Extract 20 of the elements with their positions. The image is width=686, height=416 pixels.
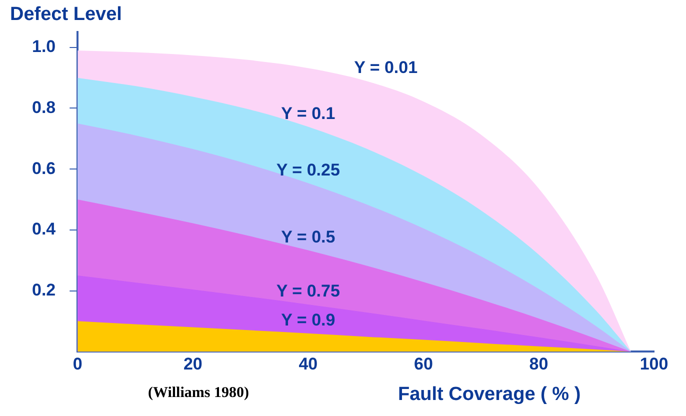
series-label: Y = 0.01 — [354, 58, 418, 78]
y-tick-label: 0.8 — [32, 98, 56, 117]
x-tick-label: 40 — [298, 354, 318, 374]
x-tick-label: 60 — [414, 354, 433, 374]
series-label: Y = 0.25 — [276, 160, 340, 180]
text: (Williams 1980) — [148, 385, 249, 402]
series-label: Y = 0.5 — [281, 227, 336, 246]
x-tick-label: 0 — [72, 354, 82, 374]
series-label: Y = 0.75 — [276, 282, 340, 301]
series-label: Y = 0.9 — [281, 310, 336, 330]
y-tick-label: 0.6 — [32, 158, 56, 178]
series-label: Y = 0.1 — [281, 104, 336, 123]
y-tick-label: 0.4 — [32, 220, 56, 239]
x-tick-label: 20 — [183, 354, 202, 374]
x-tick-label: 80 — [529, 354, 548, 374]
y-tick-label: 1.0 — [32, 37, 56, 56]
y-axis-title: Defect Level — [10, 4, 122, 26]
x-axis-title: Fault Coverage ( % ) — [398, 384, 581, 406]
y-tick-label: 0.2 — [32, 280, 56, 300]
x-tick-label: 100 — [640, 354, 668, 374]
